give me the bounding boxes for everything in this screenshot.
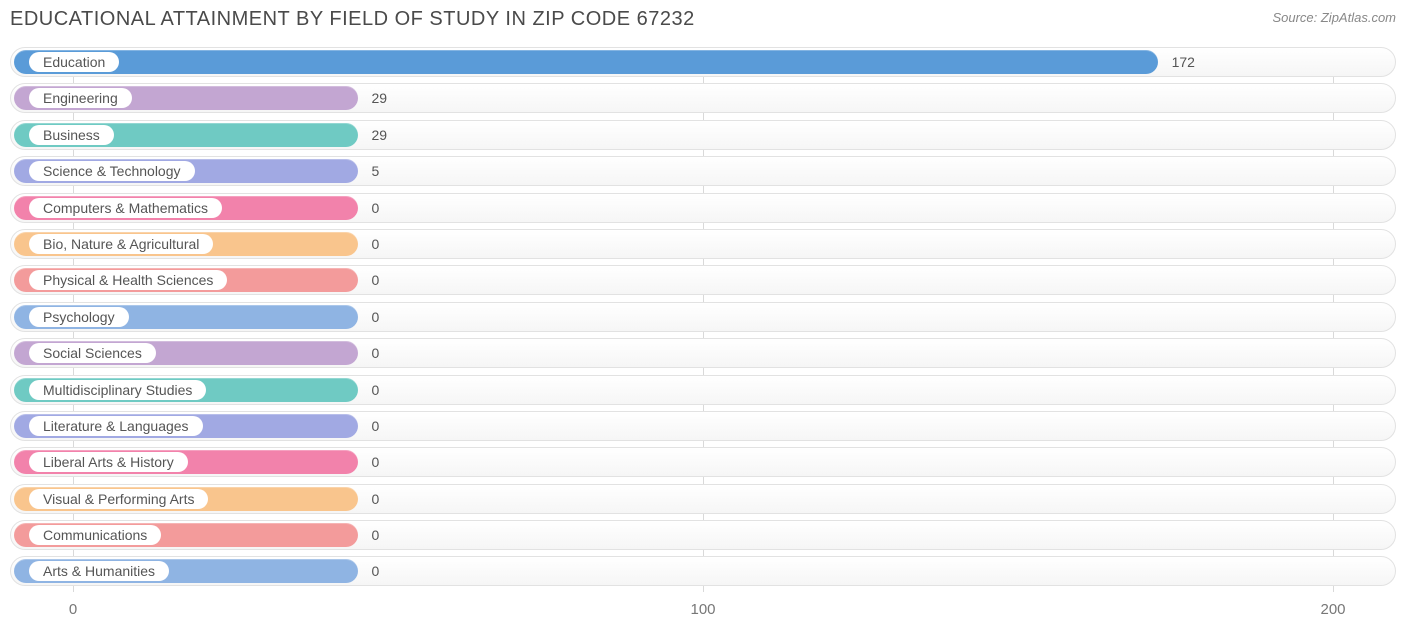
bar-value: 0 bbox=[372, 527, 380, 543]
bar-label: Computers & Mathematics bbox=[29, 198, 222, 218]
bar-value: 0 bbox=[372, 200, 380, 216]
bar-value: 0 bbox=[372, 382, 380, 398]
bar-label: Engineering bbox=[29, 88, 132, 108]
bar-value: 29 bbox=[372, 90, 388, 106]
bar-value: 5 bbox=[372, 163, 380, 179]
bar-track: Business 29 bbox=[10, 120, 1396, 150]
bars-group: Education 172 Engineering 29 Business 29 Scien… bbox=[10, 47, 1396, 593]
bar-track: Education 172 bbox=[10, 47, 1396, 77]
bar-value: 0 bbox=[372, 418, 380, 434]
bar-label: Science & Technology bbox=[29, 161, 195, 181]
chart-container: EDUCATIONAL ATTAINMENT BY FIELD OF STUDY… bbox=[0, 0, 1406, 602]
x-tick-label: 100 bbox=[690, 601, 715, 618]
bar-track: Computers & Mathematics 0 bbox=[10, 193, 1396, 223]
bar-track: Liberal Arts & History 0 bbox=[10, 447, 1396, 477]
bar-label: Communications bbox=[29, 525, 161, 545]
bar-track: Multidisciplinary Studies 0 bbox=[10, 375, 1396, 405]
bar-value: 172 bbox=[1172, 54, 1195, 70]
bar-label: Physical & Health Sciences bbox=[29, 270, 227, 290]
bar-track: Psychology 0 bbox=[10, 302, 1396, 332]
bar-label: Business bbox=[29, 125, 114, 145]
bar-track: Arts & Humanities 0 bbox=[10, 556, 1396, 586]
bar-value: 0 bbox=[372, 345, 380, 361]
bar-track: Communications 0 bbox=[10, 520, 1396, 550]
bar-value: 0 bbox=[372, 272, 380, 288]
bar-value: 0 bbox=[372, 309, 380, 325]
bar-label: Visual & Performing Arts bbox=[29, 489, 208, 509]
chart-title: EDUCATIONAL ATTAINMENT BY FIELD OF STUDY… bbox=[10, 8, 695, 31]
bar-label: Literature & Languages bbox=[29, 416, 203, 436]
bar-value: 29 bbox=[372, 127, 388, 143]
bar-track: Visual & Performing Arts 0 bbox=[10, 484, 1396, 514]
x-tick-label: 200 bbox=[1320, 601, 1345, 618]
bar-track: Engineering 29 bbox=[10, 83, 1396, 113]
bar-track: Physical & Health Sciences 0 bbox=[10, 265, 1396, 295]
bar-track: Literature & Languages 0 bbox=[10, 411, 1396, 441]
bar-value: 0 bbox=[372, 491, 380, 507]
bar-label: Multidisciplinary Studies bbox=[29, 380, 206, 400]
bar-fill bbox=[14, 50, 1158, 74]
source-label: Source: ZipAtlas.com bbox=[1272, 10, 1396, 25]
bar-track: Bio, Nature & Agricultural 0 bbox=[10, 229, 1396, 259]
bar-label: Education bbox=[29, 52, 119, 72]
bar-label: Liberal Arts & History bbox=[29, 452, 188, 472]
bar-label: Psychology bbox=[29, 307, 129, 327]
bar-value: 0 bbox=[372, 454, 380, 470]
bar-label: Bio, Nature & Agricultural bbox=[29, 234, 213, 254]
header-row: EDUCATIONAL ATTAINMENT BY FIELD OF STUDY… bbox=[10, 8, 1396, 31]
bar-label: Social Sciences bbox=[29, 343, 156, 363]
bar-track: Science & Technology 5 bbox=[10, 156, 1396, 186]
bar-value: 0 bbox=[372, 236, 380, 252]
plot-area: Education 172 Engineering 29 Business 29 Scien… bbox=[10, 47, 1396, 592]
bar-value: 0 bbox=[372, 563, 380, 579]
bar-label: Arts & Humanities bbox=[29, 561, 169, 581]
x-tick-label: 0 bbox=[69, 601, 77, 618]
bar-track: Social Sciences 0 bbox=[10, 338, 1396, 368]
